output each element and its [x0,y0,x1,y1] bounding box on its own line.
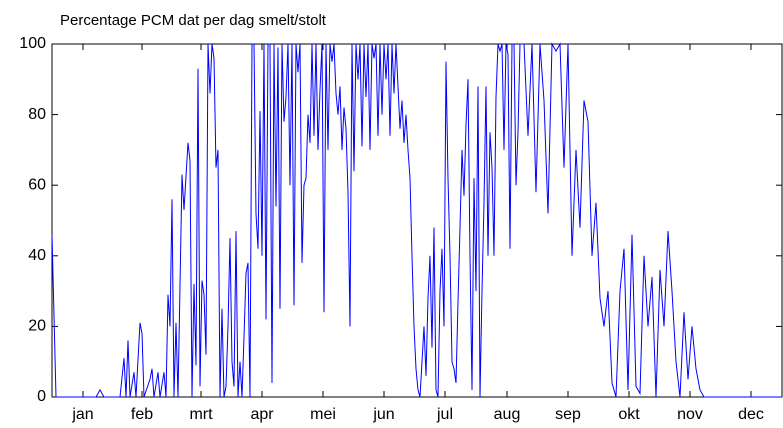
x-tick-label: jul [436,406,453,423]
y-tick-label: 0 [37,388,46,405]
y-tick-label: 20 [28,318,46,335]
chart-title: Percentage PCM dat per dag smelt/stolt [60,12,327,29]
x-tick-label: jun [372,406,394,423]
plot-frame [51,43,783,398]
x-tick-label: feb [131,406,153,423]
x-tick-label: mrt [189,406,213,423]
x-tick-label: aug [494,406,521,423]
x-tick-label: sep [555,406,581,423]
y-tick-label: 60 [28,176,46,193]
data-line [51,42,782,398]
x-tick-label: dec [738,406,764,423]
x-tick-label: mei [310,406,336,423]
x-tick-label: jan [71,406,93,423]
y-tick-label: 100 [19,35,46,52]
x-tick-label: apr [250,406,274,423]
x-tick-label: okt [618,406,640,423]
y-tick-label: 80 [28,106,46,123]
x-tick-label: nov [677,406,703,423]
y-tick-label: 40 [28,247,46,264]
